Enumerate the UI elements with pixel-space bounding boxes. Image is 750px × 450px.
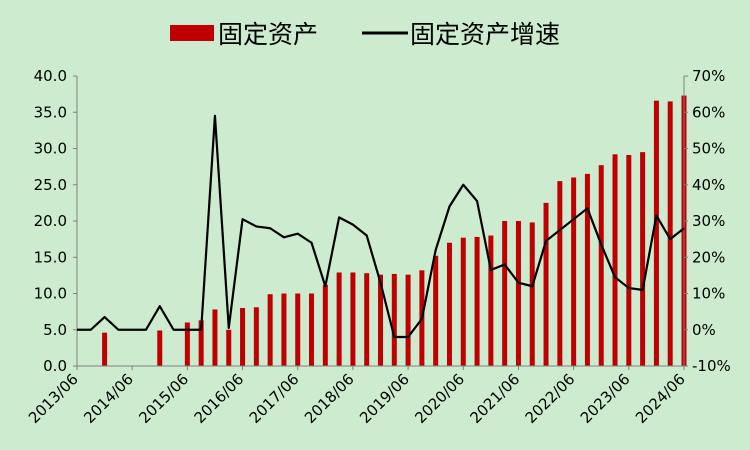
left-y-tick-label: 5.0 <box>43 321 67 339</box>
bar <box>488 235 494 366</box>
x-tick-label: 2023/06 <box>577 370 634 427</box>
bar <box>212 309 218 366</box>
x-tick-label: 2021/06 <box>466 370 523 427</box>
bar <box>364 273 370 366</box>
bar <box>626 155 632 366</box>
legend-line-label: 固定资产增速 <box>410 20 560 49</box>
bar <box>515 221 521 366</box>
bar <box>102 332 108 366</box>
bar <box>502 221 508 366</box>
x-tick-label: 2014/06 <box>80 370 137 427</box>
bar <box>391 273 397 366</box>
bar <box>281 293 287 366</box>
right-y-tick-label: 50% <box>692 140 725 158</box>
x-tick-label: 2013/06 <box>25 370 82 427</box>
x-tick-label: 2019/06 <box>356 370 413 427</box>
bar <box>198 320 204 366</box>
bar <box>322 284 328 366</box>
x-tick-label: 2022/06 <box>522 370 579 427</box>
right-y-tick-label: 30% <box>692 212 725 230</box>
tick-labels: 0.0 5.0 10.0 15.0 20.0 25.0 30.0 35.0 40.0 -10% 0%… <box>25 67 731 427</box>
bar <box>598 165 604 366</box>
left-y-tick-label: 30.0 <box>34 140 67 158</box>
bar <box>309 293 315 366</box>
x-tick-label: 2015/06 <box>135 370 192 427</box>
left-y-tick-label: 40.0 <box>34 67 67 85</box>
bar <box>474 236 480 366</box>
x-tick-label: 2024/06 <box>632 370 689 427</box>
bar <box>336 272 342 366</box>
left-y-tick-label: 35.0 <box>34 103 67 121</box>
axes <box>73 75 688 370</box>
bar <box>612 154 618 366</box>
right-y-tick-label: 70% <box>692 67 725 85</box>
bar <box>405 274 411 366</box>
left-y-tick-label: 20.0 <box>34 212 67 230</box>
bar <box>157 330 163 366</box>
bar <box>667 101 673 367</box>
x-tick-label: 2016/06 <box>191 370 248 427</box>
line-series-group <box>77 114 685 339</box>
growth-rate-line <box>77 114 685 339</box>
bar <box>557 181 563 367</box>
x-tick-label: 2018/06 <box>301 370 358 427</box>
right-y-tick-label: 20% <box>692 248 725 266</box>
left-y-tick-label: 25.0 <box>34 176 67 194</box>
left-y-tick-label: 15.0 <box>34 248 67 266</box>
bar <box>378 274 383 366</box>
bar <box>571 177 577 366</box>
right-y-tick-label: 10% <box>692 285 725 303</box>
bar <box>267 294 273 366</box>
left-y-tick-label: 10.0 <box>34 285 67 303</box>
legend: 固定资产 固定资产增速 <box>170 20 560 49</box>
bar <box>543 202 549 367</box>
bar <box>653 100 659 367</box>
right-y-tick-label: 0% <box>692 321 716 339</box>
legend-bar-label: 固定资产 <box>218 20 318 49</box>
right-y-tick-label: 40% <box>692 176 725 194</box>
bar <box>529 222 535 366</box>
bar <box>184 322 190 366</box>
bar-series <box>102 95 687 367</box>
bar <box>433 255 439 366</box>
bar <box>584 173 590 367</box>
bar <box>253 307 259 366</box>
left-y-tick-label: 0.0 <box>43 357 67 375</box>
bar <box>295 293 301 366</box>
x-tick-label: 2020/06 <box>411 370 468 427</box>
legend-bar-swatch <box>170 25 214 41</box>
bar <box>460 237 466 366</box>
bar <box>240 308 246 366</box>
bar <box>640 152 646 367</box>
bar <box>350 272 356 366</box>
right-y-tick-label: 60% <box>692 103 725 121</box>
right-y-tick-label: -10% <box>692 357 731 375</box>
x-tick-label: 2017/06 <box>246 370 303 427</box>
bar <box>446 242 452 366</box>
bar <box>226 329 232 366</box>
